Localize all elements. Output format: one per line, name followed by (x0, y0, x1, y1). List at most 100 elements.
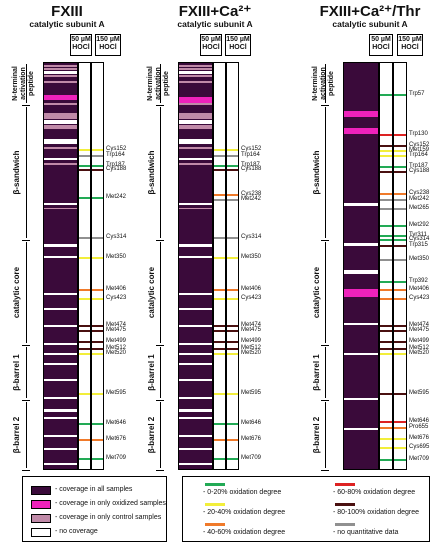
oxidation-marker (380, 193, 392, 195)
legend-label: - no coverage (55, 528, 98, 535)
coverage-band (44, 293, 77, 295)
oxidation-marker (79, 423, 90, 425)
residue-label: Cys152 (409, 142, 430, 148)
domain-label: β-sandwich (312, 150, 321, 195)
residue-label: Pro655 (409, 424, 429, 430)
residue-label: Cys152 (106, 146, 127, 152)
legend-label: - no quantitative data (333, 529, 399, 536)
residue-label: Cys188 (241, 166, 262, 172)
oxidation-marker (214, 353, 225, 355)
coverage-band (44, 308, 77, 310)
oxidation-marker (92, 149, 103, 151)
oxidation-marker (380, 459, 392, 461)
residue-label: Cys188 (409, 168, 430, 174)
residue-label: Met595 (106, 390, 127, 396)
coverage-band (179, 343, 212, 345)
sequence-coverage-bar (343, 62, 379, 470)
domain-label: N-terminal activation peptide (312, 66, 335, 101)
residue-label: Met474 (106, 322, 127, 328)
header-150uM: 150 µM HOCl (397, 34, 423, 56)
domain-separator (22, 105, 30, 106)
oxidation-marker (380, 259, 392, 261)
header-150uM: 150 µM HOCl (225, 34, 251, 56)
oxidation-col-50 (213, 62, 226, 470)
oxidation-marker (380, 298, 392, 300)
header-50uM: 50 µM HOCl (200, 34, 222, 56)
coverage-band (44, 353, 77, 355)
oxidation-marker (227, 348, 238, 350)
oxidation-col-50 (78, 62, 91, 470)
oxidation-marker (79, 257, 90, 259)
header-text: 150 µM HOCl (96, 36, 120, 51)
domain-bracket (26, 242, 27, 343)
oxidation-col-150 (91, 62, 104, 470)
residue-label: Cys314 (409, 236, 430, 242)
oxidation-marker (380, 150, 392, 152)
residue-label: Trp315 (409, 242, 428, 248)
coverage-band (179, 308, 212, 310)
oxidation-marker (214, 155, 225, 157)
coverage-band (44, 81, 77, 83)
header-text: 150 µM HOCl (398, 36, 422, 51)
residue-label: Met646 (241, 420, 262, 426)
residue-label: Met406 (409, 286, 430, 292)
coverage-band (179, 435, 212, 437)
residue-label: Met520 (106, 350, 127, 356)
header-50uM: 50 µM HOCl (369, 34, 393, 56)
domain-bracket (26, 107, 27, 238)
oxidation-marker (79, 298, 90, 300)
oxidation-marker (214, 169, 225, 171)
legend-line-0-20 (205, 483, 225, 486)
oxidation-marker (79, 325, 90, 327)
oxidation-marker (394, 459, 406, 461)
oxidation-marker (79, 458, 90, 460)
header-50uM: 50 µM HOCl (70, 34, 92, 56)
domain-label: β-barrel 1 (147, 354, 156, 391)
coverage-band (44, 435, 77, 437)
oxidation-marker (227, 458, 238, 460)
oxidation-marker (92, 197, 103, 199)
oxidation-marker (79, 341, 90, 343)
panel-title: FXIII (51, 3, 83, 20)
oxidation-marker (79, 197, 90, 199)
oxidation-marker (380, 208, 392, 210)
residue-label: Met242 (106, 194, 127, 200)
sequence-coverage-bar (178, 62, 213, 470)
oxidation-marker (79, 348, 90, 350)
panel-subtitle: catalytic subunit A (332, 19, 408, 29)
oxidation-marker (214, 257, 225, 259)
domain-separator (156, 345, 164, 346)
residue-label: Met474 (409, 322, 430, 328)
domain-label: N-terminal activation peptide (12, 66, 35, 101)
oxidation-marker (92, 155, 103, 157)
panel-title: FXIII+Ca²⁺/Thr (319, 3, 421, 20)
oxidation-marker (394, 166, 406, 168)
coverage-band (179, 81, 212, 83)
coverage-band (344, 128, 378, 134)
oxidation-marker (394, 199, 406, 201)
oxidation-marker (227, 237, 238, 239)
coverage-band (179, 463, 212, 465)
coverage-band (179, 71, 212, 74)
legend-label: - 80-100% oxidation degree (333, 509, 420, 516)
coverage-band (44, 75, 77, 77)
domain-bracket (160, 242, 161, 343)
oxidation-marker (380, 325, 392, 327)
coverage-band (179, 293, 212, 295)
oxidation-marker (214, 298, 225, 300)
domain-separator (22, 345, 30, 346)
domain-separator (321, 105, 329, 106)
oxidation-marker (214, 199, 225, 201)
coverage-band (179, 68, 212, 70)
domain-separator (321, 345, 329, 346)
residue-label: Met265 (409, 205, 430, 211)
residue-label: Tyr311 (409, 232, 427, 238)
oxidation-marker (227, 439, 238, 441)
coverage-band (179, 417, 212, 419)
coverage-band (179, 409, 212, 412)
coverage-band (44, 95, 77, 100)
domain-label: N-terminal activation peptide (147, 66, 170, 101)
domain-label: β-sandwich (147, 150, 156, 195)
header-text: 150 µM HOCl (226, 36, 250, 51)
oxidation-marker (214, 149, 225, 151)
